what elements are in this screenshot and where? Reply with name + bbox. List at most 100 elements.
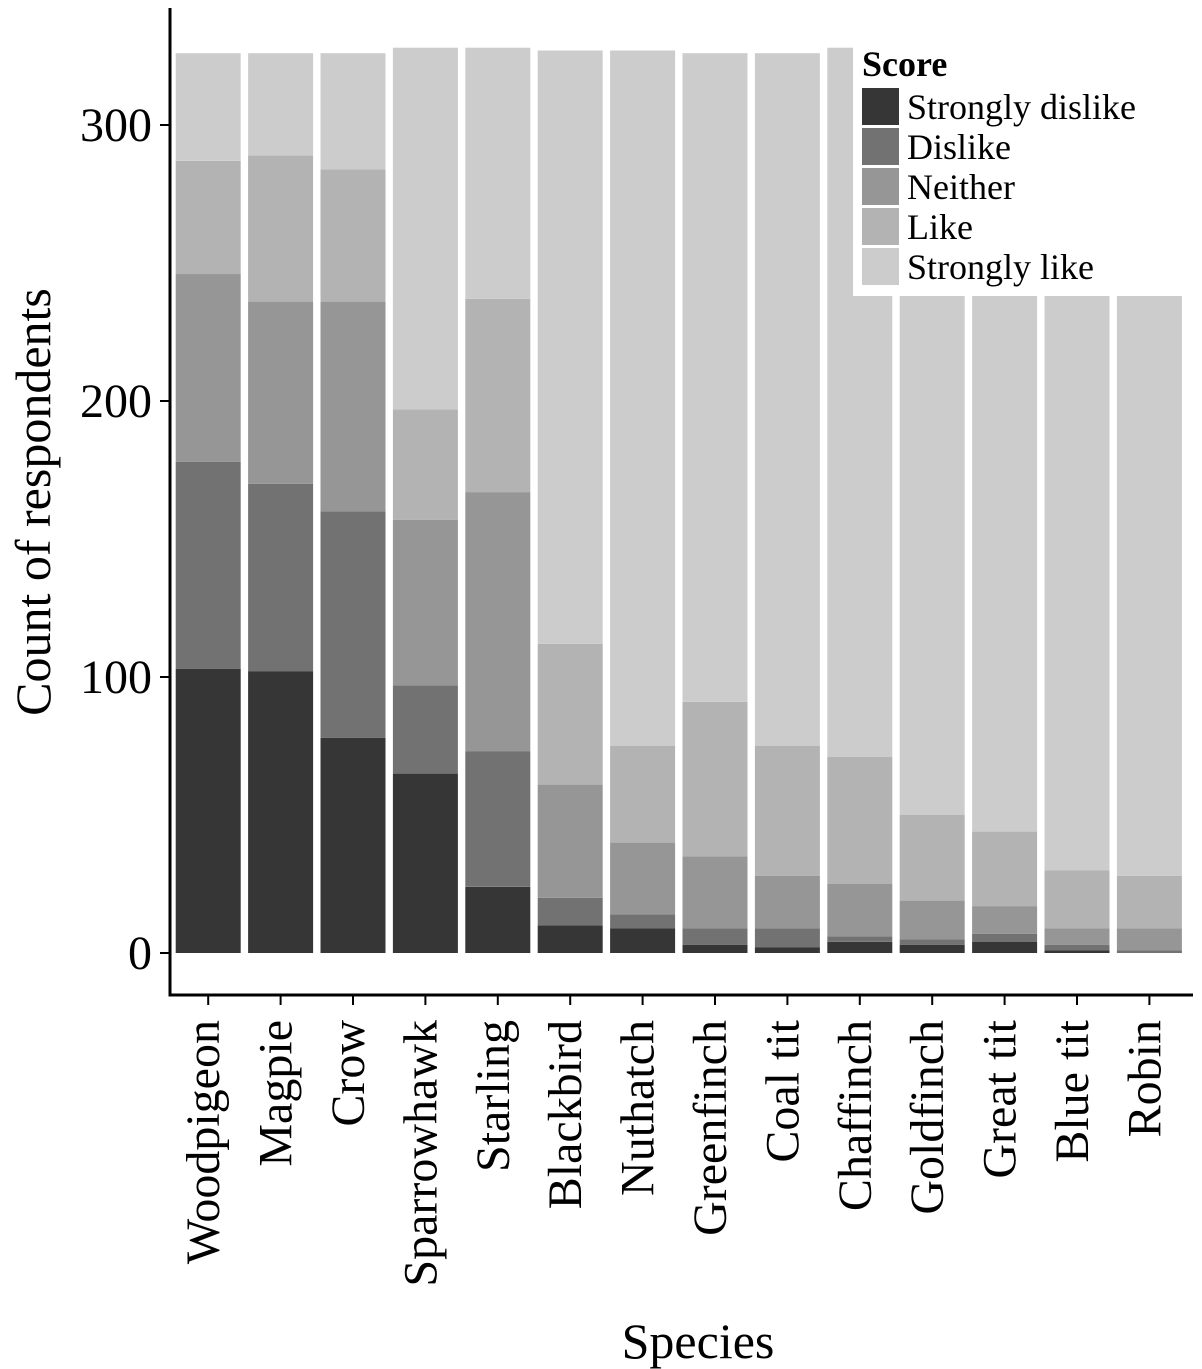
x-tick-label: Magpie	[250, 1020, 303, 1167]
legend-label: Neither	[907, 167, 1015, 207]
bar-segment	[1044, 950, 1110, 953]
bar-segment	[1044, 944, 1110, 951]
x-tick-label: Chaffinch	[829, 1020, 882, 1211]
bar-segment	[972, 933, 1038, 942]
legend-swatch	[862, 168, 899, 205]
bar-segment	[465, 47, 531, 299]
bar-segment	[972, 906, 1038, 934]
bar-segment	[320, 737, 386, 953]
legend-label: Dislike	[907, 127, 1011, 167]
bar-segment	[537, 784, 603, 898]
bar-segment	[537, 643, 603, 785]
y-tick-label: 200	[80, 375, 152, 428]
bar-segment	[754, 53, 820, 746]
x-tick-label: Goldfinch	[901, 1020, 954, 1215]
bar-segment	[682, 701, 748, 857]
legend-title: Score	[862, 44, 947, 84]
bar-segment	[682, 944, 748, 953]
bar-segment	[754, 947, 820, 953]
x-tick-label: Woodpigeon	[177, 1020, 230, 1264]
bar-segment	[899, 815, 965, 901]
bar-segment	[754, 875, 820, 929]
x-tick-label: Robin	[1118, 1020, 1171, 1137]
x-tick-label: Blue tit	[1046, 1019, 1099, 1162]
y-tick-label: 100	[80, 651, 152, 704]
legend-swatch	[862, 208, 899, 245]
bar-segment	[320, 53, 386, 170]
legend-label: Strongly dislike	[907, 87, 1136, 127]
bar-segment	[248, 155, 314, 302]
bar-segment	[175, 160, 241, 275]
legend-swatch	[862, 128, 899, 165]
bar-segment	[248, 301, 314, 484]
bar-segment	[465, 751, 531, 887]
bar-segment	[175, 461, 241, 669]
bar-segment	[537, 925, 603, 953]
bar-segment	[537, 897, 603, 926]
bar-segment	[827, 757, 893, 884]
x-tick-label: Greenfinch	[684, 1020, 737, 1236]
y-axis-title: Count of respondents	[5, 288, 61, 716]
bar-segment	[248, 53, 314, 156]
bar-segment	[610, 914, 676, 929]
bar-segment	[827, 936, 893, 942]
bar-segment	[392, 773, 458, 953]
bar-segment	[610, 746, 676, 843]
bar-segment	[465, 298, 531, 493]
bar-segment	[465, 886, 531, 953]
bar-segment	[392, 47, 458, 410]
x-tick-label: Coal tit	[756, 1019, 809, 1162]
bar-segment	[899, 944, 965, 953]
bar-segment	[827, 884, 893, 937]
bar-segment	[1044, 870, 1110, 929]
bar-segment	[175, 668, 241, 953]
bar-segment	[175, 53, 241, 161]
bar-segment	[1044, 928, 1110, 945]
x-tick-label: Blackbird	[539, 1020, 592, 1209]
legend-background	[853, 38, 1195, 296]
bar-segment	[682, 856, 748, 929]
axes-layer: Woodpigeon Magpie Crow Sparrowhawk Starling B…	[80, 8, 1193, 1287]
legend-swatch	[862, 88, 899, 125]
bar-segment	[972, 942, 1038, 953]
bar-segment	[682, 53, 748, 702]
x-tick-label: Sparrowhawk	[394, 1020, 447, 1287]
x-tick-label: Starling	[467, 1020, 520, 1172]
bar-segment	[899, 939, 965, 945]
bar-segment	[610, 928, 676, 953]
bar-segment	[248, 483, 314, 672]
legend-label: Strongly like	[907, 247, 1094, 287]
bar-segment	[320, 169, 386, 302]
bar-segment	[610, 842, 676, 915]
bar-segment	[320, 301, 386, 512]
bar-segment	[899, 900, 965, 940]
bar-segment	[1116, 928, 1182, 951]
bar-segment	[175, 274, 241, 462]
bar-segment	[1116, 950, 1182, 953]
bar-segment	[320, 511, 386, 738]
bar-segment	[754, 746, 820, 876]
x-tick-label: Crow	[322, 1020, 375, 1127]
bar-segment	[1116, 875, 1182, 929]
bar-segment	[392, 519, 458, 686]
bar-segment	[682, 928, 748, 945]
bar-segment	[972, 831, 1038, 907]
x-axis-title: Species	[622, 1313, 775, 1369]
y-tick-label: 0	[128, 927, 152, 980]
legend: Score Strongly dislikeDislikeNeitherLike…	[853, 38, 1195, 296]
bar-segment	[392, 685, 458, 774]
legend-label: Like	[907, 207, 973, 247]
x-tick-label: Great tit	[974, 1019, 1027, 1178]
legend-swatch	[862, 248, 899, 285]
bar-segment	[465, 492, 531, 752]
bar-segment	[754, 928, 820, 948]
bar-segment	[248, 671, 314, 953]
bar-segment	[610, 50, 676, 746]
bar-segment	[537, 50, 603, 644]
x-tick-label: Nuthatch	[612, 1020, 665, 1196]
y-tick-label: 300	[80, 99, 152, 152]
bar-segment	[827, 942, 893, 953]
bar-segment	[392, 409, 458, 520]
